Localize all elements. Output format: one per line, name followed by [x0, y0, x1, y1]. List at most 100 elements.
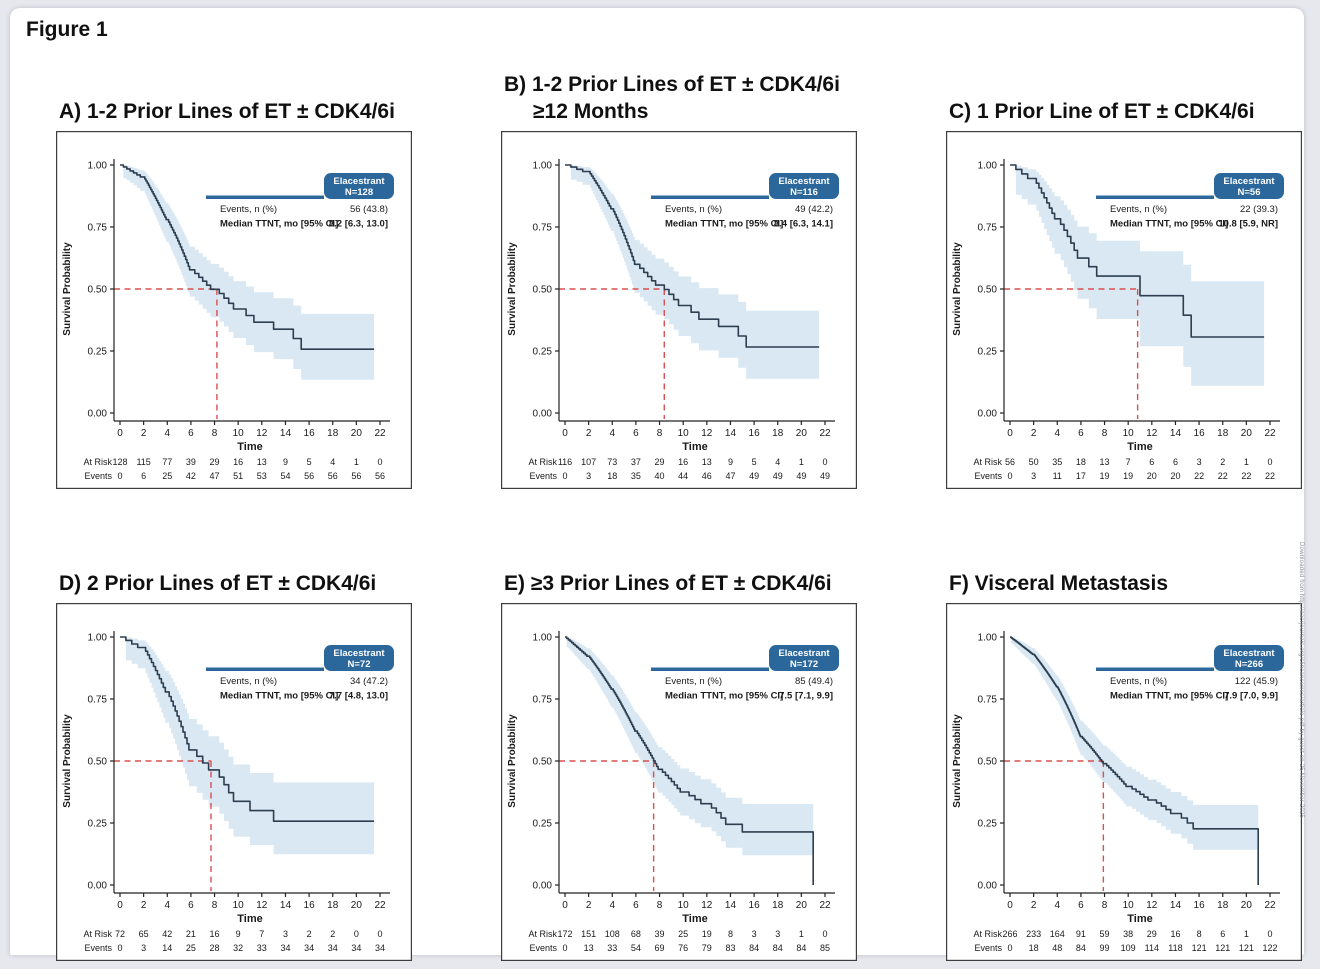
svg-text:1: 1 — [799, 457, 804, 467]
svg-text:121: 121 — [1215, 943, 1230, 953]
svg-text:0.75: 0.75 — [978, 695, 998, 706]
svg-text:0.00: 0.00 — [88, 409, 108, 420]
svg-text:56: 56 — [328, 471, 338, 481]
km-curve — [120, 164, 375, 350]
svg-text:8.2 [6.3, 13.0]: 8.2 [6.3, 13.0] — [329, 219, 388, 230]
x-axis-label: Time — [237, 441, 262, 453]
svg-text:7: 7 — [1126, 457, 1131, 467]
svg-text:0: 0 — [562, 428, 568, 439]
svg-text:9: 9 — [728, 457, 733, 467]
svg-text:34: 34 — [328, 943, 338, 953]
svg-text:34: 34 — [351, 943, 361, 953]
svg-text:3: 3 — [752, 929, 757, 939]
svg-text:14: 14 — [1170, 900, 1182, 911]
svg-text:22: 22 — [819, 428, 831, 439]
svg-text:48: 48 — [1052, 943, 1062, 953]
svg-text:33: 33 — [607, 943, 617, 953]
svg-text:54: 54 — [631, 943, 641, 953]
svg-text:172: 172 — [557, 929, 572, 939]
svg-text:0: 0 — [562, 943, 567, 953]
svg-text:14: 14 — [280, 900, 292, 911]
svg-text:18: 18 — [1217, 428, 1229, 439]
svg-text:38: 38 — [1123, 929, 1133, 939]
svg-text:8: 8 — [1102, 900, 1108, 911]
svg-text:18: 18 — [607, 471, 617, 481]
svg-text:10: 10 — [1123, 900, 1135, 911]
svg-text:46: 46 — [702, 471, 712, 481]
svg-text:54: 54 — [280, 471, 290, 481]
km-curve — [1010, 636, 1259, 885]
svg-text:Events: Events — [974, 943, 1002, 953]
svg-text:0: 0 — [354, 929, 359, 939]
svg-text:Events: Events — [529, 471, 557, 481]
svg-text:72: 72 — [115, 929, 125, 939]
svg-text:1.00: 1.00 — [978, 633, 998, 644]
svg-text:1.00: 1.00 — [978, 161, 998, 172]
svg-text:4: 4 — [164, 900, 170, 911]
y-axis-label: Survival Probability — [507, 714, 518, 808]
svg-text:32: 32 — [233, 943, 243, 953]
svg-text:56: 56 — [351, 471, 361, 481]
svg-text:56: 56 — [304, 471, 314, 481]
svg-text:122 (45.9): 122 (45.9) — [1235, 676, 1278, 687]
svg-text:35: 35 — [631, 471, 641, 481]
svg-text:29: 29 — [655, 457, 665, 467]
km-curve — [120, 636, 375, 822]
svg-text:2: 2 — [1031, 900, 1037, 911]
svg-text:4: 4 — [609, 900, 615, 911]
panel-title-line1: E) ≥3 Prior Lines of ET ± CDK4/6i — [504, 572, 832, 596]
svg-text:28: 28 — [210, 943, 220, 953]
svg-text:2: 2 — [1031, 428, 1037, 439]
figure-label: Figure 1 — [26, 18, 108, 41]
svg-text:91: 91 — [1076, 929, 1086, 939]
svg-text:0: 0 — [822, 929, 827, 939]
svg-text:7: 7 — [259, 929, 264, 939]
svg-text:11: 11 — [1053, 471, 1062, 481]
svg-text:77: 77 — [162, 457, 172, 467]
svg-text:0: 0 — [377, 457, 382, 467]
km-plot-svg: 1.000.750.500.250.000 2 4 6 8 10 12 14 16 18 20 22T… — [946, 131, 1302, 489]
svg-text:8: 8 — [1197, 929, 1202, 939]
svg-text:22: 22 — [1265, 471, 1275, 481]
svg-text:0.75: 0.75 — [533, 223, 553, 234]
svg-text:4: 4 — [775, 457, 780, 467]
svg-text:N=72: N=72 — [348, 659, 371, 670]
svg-text:107: 107 — [581, 457, 596, 467]
panel-title-line2: ≥12 Months — [533, 100, 649, 124]
svg-text:122: 122 — [1262, 943, 1277, 953]
svg-text:10: 10 — [1123, 428, 1135, 439]
svg-text:Elacestrant: Elacestrant — [778, 176, 830, 187]
svg-text:0.00: 0.00 — [533, 409, 553, 420]
svg-text:N=128: N=128 — [345, 187, 373, 198]
svg-text:5: 5 — [752, 457, 757, 467]
svg-text:2: 2 — [330, 929, 335, 939]
svg-text:19: 19 — [1100, 471, 1110, 481]
km-curve — [1010, 164, 1265, 338]
svg-text:12: 12 — [701, 428, 713, 439]
svg-text:73: 73 — [607, 457, 617, 467]
panel-title: E) ≥3 Prior Lines of ET ± CDK4/6i — [501, 532, 857, 603]
svg-text:21: 21 — [186, 929, 196, 939]
svg-text:4: 4 — [164, 428, 170, 439]
svg-text:22: 22 — [1194, 471, 1204, 481]
svg-text:79: 79 — [702, 943, 712, 953]
svg-text:49: 49 — [820, 471, 830, 481]
svg-text:49: 49 — [796, 471, 806, 481]
svg-text:7.5 [7.1, 9.9]: 7.5 [7.1, 9.9] — [779, 691, 833, 702]
svg-text:0: 0 — [117, 900, 123, 911]
svg-text:233: 233 — [1026, 929, 1041, 939]
svg-text:0.00: 0.00 — [978, 409, 998, 420]
svg-text:1.00: 1.00 — [88, 161, 108, 172]
svg-text:3: 3 — [141, 943, 146, 953]
legend-tab — [769, 645, 839, 671]
svg-text:14: 14 — [725, 428, 737, 439]
svg-text:19: 19 — [1123, 471, 1133, 481]
svg-text:2: 2 — [586, 900, 592, 911]
svg-text:6: 6 — [1220, 929, 1225, 939]
svg-text:4: 4 — [330, 457, 335, 467]
svg-text:40: 40 — [655, 471, 665, 481]
svg-text:37: 37 — [631, 457, 641, 467]
svg-text:0: 0 — [117, 471, 122, 481]
svg-text:0: 0 — [562, 471, 567, 481]
